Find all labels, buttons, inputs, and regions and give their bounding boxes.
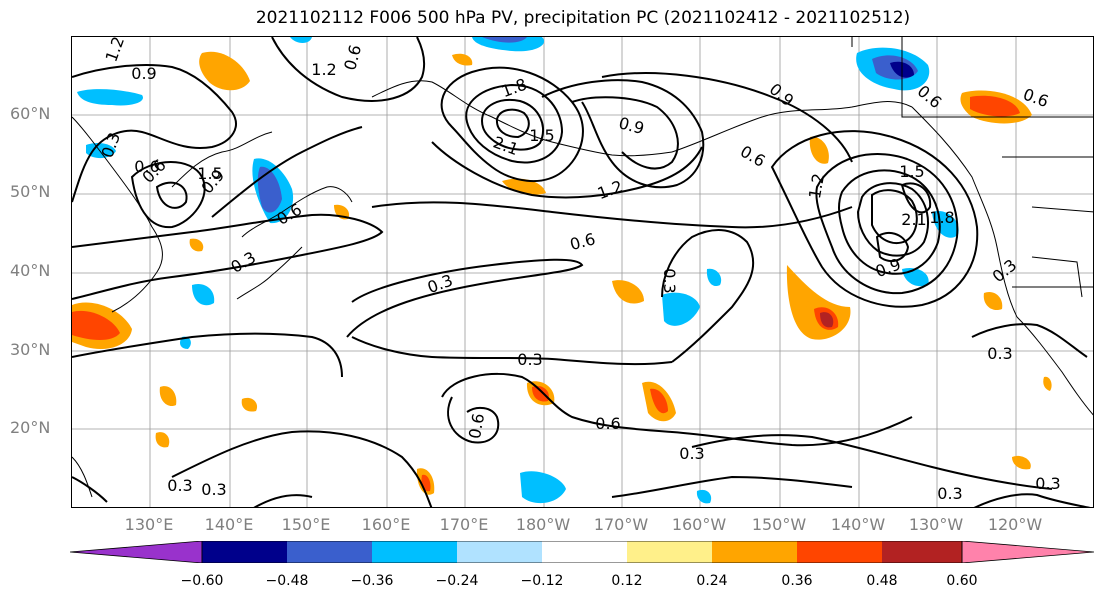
contour-label: 1.5 xyxy=(197,164,222,183)
contour-label: 1.2 xyxy=(311,60,336,79)
lon-label-150e: 150°E xyxy=(281,515,331,534)
contour-label: 0.3 xyxy=(989,255,1021,286)
colorbar-tick: 0.36 xyxy=(781,573,813,589)
colorbar-tick: −0.12 xyxy=(520,573,564,589)
contour-label: 0.3 xyxy=(987,344,1012,363)
lon-label-130e: 130°E xyxy=(124,515,174,534)
colorbar-segment xyxy=(712,541,797,563)
colorbar-extend-high xyxy=(961,541,1094,563)
map-panel: 1.2 0.9 0.6 1.2 0.6 1.5 0.3 0.6 0.9 0.6 … xyxy=(71,36,1094,508)
contour-label: 0.3 xyxy=(517,350,542,369)
pv-contours xyxy=(72,37,1091,507)
lon-label-170w: 170°W xyxy=(593,515,649,534)
lon-label-140w: 140°W xyxy=(830,515,886,534)
contour-label: 1.2 xyxy=(595,177,625,204)
colorbar-segment xyxy=(542,541,627,563)
contour-label: 0.3 xyxy=(98,130,125,160)
colorbar-segment xyxy=(372,541,457,563)
chart-title: 2021102112 F006 500 hPa PV, precipitatio… xyxy=(255,8,911,28)
contour-label: 1.8 xyxy=(499,75,529,102)
contour-label: 0.3 xyxy=(201,480,226,499)
contour-label: 0.6 xyxy=(134,157,159,176)
colorbar-segment xyxy=(882,541,962,563)
coastlines xyxy=(72,37,1093,498)
colorbar-tick: −0.48 xyxy=(265,573,309,589)
contour-label: 1.5 xyxy=(529,126,554,145)
contour-label: 0.6 xyxy=(465,412,488,440)
colorbar-tick: 0.48 xyxy=(866,573,898,589)
lat-label-60n: 60°N xyxy=(10,104,51,123)
colorbar-tick: 0.12 xyxy=(611,573,643,589)
contour-label: 0.9 xyxy=(617,113,647,138)
contour-label: 2.1 xyxy=(901,210,926,229)
contour-label: 1.5 xyxy=(899,162,924,181)
colorbar-tick: −0.36 xyxy=(350,573,394,589)
contour-label: 0.6 xyxy=(595,414,620,433)
colorbar-extend-low xyxy=(70,541,203,563)
contour-label: 0.3 xyxy=(167,476,192,495)
lon-label-130w: 130°W xyxy=(908,515,964,534)
lon-label-140e: 140°E xyxy=(204,515,254,534)
lon-label-160e: 160°E xyxy=(361,515,411,534)
colorbar-segment xyxy=(202,541,287,563)
contour-label: 0.6 xyxy=(568,229,598,254)
lat-label-20n: 20°N xyxy=(10,418,51,437)
contour-label: 1.8 xyxy=(929,208,954,227)
contour-label: 0.3 xyxy=(937,484,962,503)
lon-label-180w: 180°W xyxy=(515,515,571,534)
colorbar-segment xyxy=(797,541,882,563)
contour-label: 0.3 xyxy=(1035,474,1060,493)
colorbar-tick: −0.60 xyxy=(180,573,224,589)
contour-label: 0.6 xyxy=(340,43,365,73)
precip-shading xyxy=(72,37,1052,504)
contour-label: 0.9 xyxy=(131,64,156,83)
lon-label-150w: 150°W xyxy=(751,515,807,534)
lat-label-30n: 30°N xyxy=(10,340,51,359)
map-svg: 1.2 0.9 0.6 1.2 0.6 1.5 0.3 0.6 0.9 0.6 … xyxy=(72,37,1093,507)
lat-label-40n: 40°N xyxy=(10,261,51,280)
contour-label: 0.3 xyxy=(660,268,679,293)
colorbar-segment xyxy=(457,541,542,563)
contour-label: 0.3 xyxy=(227,248,259,277)
colorbar-segment xyxy=(627,541,712,563)
colorbar-tick: 0.24 xyxy=(696,573,728,589)
contour-label: 0.3 xyxy=(679,444,704,463)
colorbar-tick: 0.60 xyxy=(946,573,978,589)
lon-label-120w: 120°W xyxy=(987,515,1043,534)
graticule xyxy=(72,37,1093,507)
colorbar-segment xyxy=(287,541,372,563)
contour-label: 1.2 xyxy=(102,37,129,64)
lat-label-50n: 50°N xyxy=(10,182,51,201)
contour-label: 1.2 xyxy=(805,172,828,200)
colorbar xyxy=(70,541,1094,563)
lon-label-160w: 160°W xyxy=(671,515,727,534)
colorbar-tick: −0.24 xyxy=(435,573,479,589)
contour-label: 0.6 xyxy=(737,142,769,171)
lon-label-170e: 170°E xyxy=(439,515,489,534)
